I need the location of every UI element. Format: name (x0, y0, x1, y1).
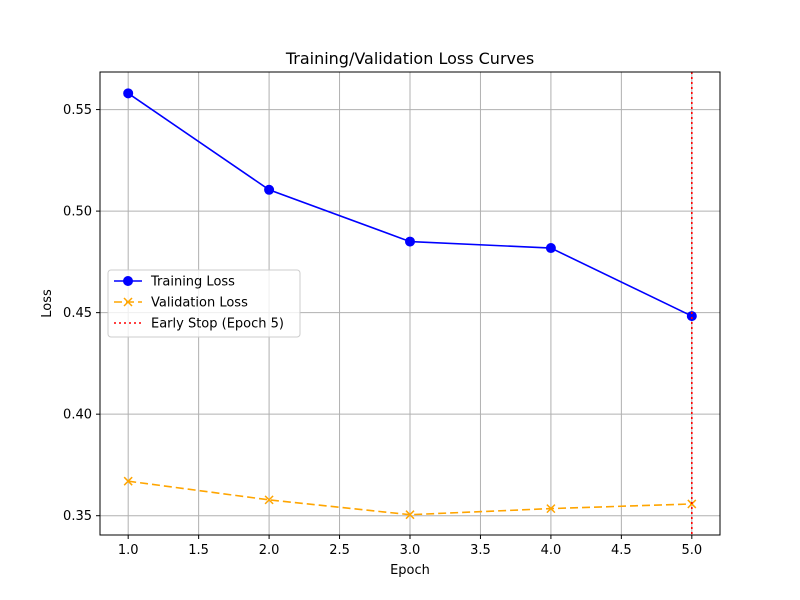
x-tick-label: 3.5 (470, 543, 491, 558)
plot-frame (99, 71, 721, 536)
validation-loss-point (264, 495, 274, 505)
x-tick-label: 2.5 (329, 543, 350, 558)
x-tick-label: 3.0 (400, 543, 421, 558)
legend-label: Training Loss (150, 275, 235, 290)
legend-box (107, 269, 301, 338)
training-loss-point (264, 184, 275, 195)
y-tick-label: 0.40 (63, 408, 92, 423)
legend-label: Early Stop (Epoch 5) (151, 317, 284, 332)
validation-loss-point (405, 510, 415, 520)
validation-loss-point (123, 476, 133, 486)
legend-item: Training Loss (114, 275, 235, 290)
chart-title: Training/Validation Loss Curves (285, 49, 534, 68)
validation-loss-point (546, 504, 556, 514)
x-tick-label: 4.0 (541, 543, 562, 558)
series (123, 88, 697, 520)
axis-ticks: 1.0 1.5 2.0 2.5 3.0 3.5 4.0 4.5 5.0 0.35 0.40 0.45 0… (63, 103, 702, 558)
training-loss-point (123, 88, 134, 99)
training-loss-point (686, 311, 697, 322)
training-loss-point (545, 243, 556, 254)
legend-marker (123, 297, 133, 307)
x-tick-label: 1.5 (188, 543, 209, 558)
legend-item: Validation Loss (114, 296, 248, 311)
legend-label: Validation Loss (151, 296, 248, 311)
legend-marker (123, 276, 133, 286)
x-tick-label: 5.0 (681, 543, 702, 558)
training-loss-point (405, 236, 415, 247)
y-tick-label: 0.55 (63, 103, 92, 118)
x-tick-label: 1.0 (118, 543, 139, 558)
legend-item: Early Stop (Epoch 5) (114, 317, 284, 332)
legend: Training Loss Validation Loss Early Stop (… (107, 269, 301, 338)
y-tick-label: 0.50 (63, 205, 92, 220)
x-tick-label: 2.0 (259, 543, 280, 558)
y-axis-label: Loss (40, 289, 55, 318)
x-axis-label: Epoch (390, 563, 430, 578)
y-tick-label: 0.35 (63, 509, 92, 524)
y-tick-label: 0.45 (63, 306, 92, 321)
x-tick-label: 4.5 (611, 543, 632, 558)
